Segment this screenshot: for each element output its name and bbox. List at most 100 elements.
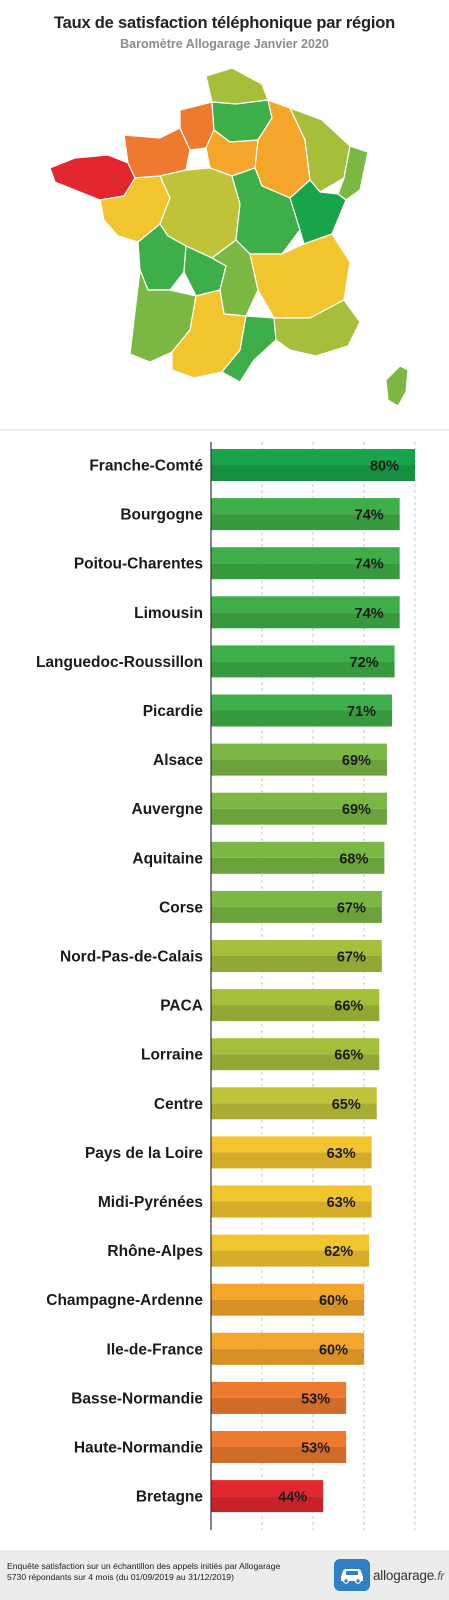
category-label: Champagne-Ardenne: [46, 1292, 203, 1309]
footer: Enquête satisfaction sur un échantillon …: [0, 1550, 449, 1600]
value-label: 62%: [324, 1244, 353, 1260]
value-label: 72%: [350, 655, 379, 671]
logo-name: allogarage: [373, 1567, 435, 1583]
bar-lower: [211, 808, 387, 825]
category-label: Lorraine: [141, 1047, 203, 1064]
bar-upper: [211, 792, 387, 809]
bar: [211, 1381, 347, 1414]
bar-lower: [211, 1447, 347, 1463]
bar: [211, 596, 400, 629]
bar-lower: [211, 1201, 372, 1218]
bar: [211, 1431, 347, 1463]
bar-lower: [211, 759, 387, 776]
map-region-paca: [273, 299, 361, 357]
map-region-rhone-alpes: [249, 233, 351, 319]
bar: [211, 792, 387, 825]
bar-upper: [211, 890, 382, 907]
value-label: 74%: [355, 557, 384, 573]
value-label: 67%: [337, 900, 366, 916]
value-label: 80%: [370, 459, 399, 475]
bar-lower: [211, 1152, 372, 1169]
category-label: PACA: [160, 998, 203, 1015]
bar-upper: [211, 694, 393, 711]
map-region-bourgogne: [231, 167, 301, 255]
value-label: 63%: [327, 1195, 356, 1211]
bar-upper: [211, 1038, 380, 1055]
bar-lower: [211, 1103, 377, 1120]
value-label: 60%: [319, 1342, 348, 1358]
value-label: 66%: [334, 1048, 363, 1064]
map-region-franche-comte: [289, 179, 347, 245]
bar-lower: [211, 563, 400, 580]
bar-lower: [211, 1299, 364, 1316]
bar-upper: [211, 1480, 324, 1497]
bar-upper: [211, 498, 400, 515]
category-label: Bretagne: [136, 1489, 204, 1506]
value-labels: 80% 74% 74% 74% 72% 71% 69% 69% 68% 67% 67% 66% 66% 6…: [278, 459, 399, 1506]
bar-upper: [211, 1185, 372, 1202]
bar-upper: [211, 1136, 372, 1153]
bar: [211, 743, 387, 776]
category-label: Basse-Normandie: [71, 1390, 203, 1407]
value-label: 69%: [342, 802, 371, 818]
bar-lower: [211, 514, 400, 531]
category-label: Aquitaine: [132, 850, 203, 867]
category-label: Corse: [159, 899, 203, 916]
bar: [211, 1332, 364, 1365]
bar: [211, 1038, 380, 1071]
bar: [211, 1136, 372, 1169]
bar-upper: [211, 1234, 370, 1251]
bars: [211, 449, 415, 1513]
bar-lower: [211, 956, 382, 972]
bar-lower: [211, 612, 400, 629]
bar: [211, 547, 400, 580]
value-label: 53%: [301, 1391, 330, 1407]
value-label: 60%: [319, 1293, 348, 1309]
bar: [211, 989, 380, 1022]
category-label: Midi-Pyrénées: [98, 1194, 203, 1211]
value-label: 67%: [337, 950, 366, 966]
bar: [211, 1234, 370, 1267]
bar: [211, 449, 415, 481]
bar: [211, 645, 395, 678]
bar-lower: [211, 857, 385, 874]
value-label: 74%: [355, 606, 384, 622]
category-label: Haute-Normandie: [74, 1440, 204, 1457]
bar: [211, 1480, 324, 1513]
bar-upper: [211, 940, 382, 956]
category-label: Picardie: [143, 703, 204, 720]
allogarage-logo[interactable]: allogarage.fr: [334, 1558, 444, 1592]
bar-lower: [211, 1250, 370, 1267]
category-label: Pays de la Loire: [85, 1145, 203, 1162]
bar-upper: [211, 547, 400, 564]
bar-lower: [211, 1348, 364, 1365]
logo-wordmark: allogarage.fr: [373, 1568, 444, 1583]
map-region-lorraine: [289, 107, 351, 193]
bar: [211, 890, 382, 923]
logo-tld: .fr: [434, 1568, 445, 1583]
value-label: 65%: [332, 1097, 361, 1113]
bar-upper: [211, 449, 415, 465]
value-label: 74%: [355, 508, 384, 524]
bar-lower: [211, 710, 393, 727]
category-label: Bourgogne: [120, 507, 203, 524]
category-label: Nord-Pas-de-Calais: [60, 949, 203, 966]
satisfaction-bar-chart: Franche-Comté Bourgogne Poitou-Charentes Li…: [0, 429, 449, 1530]
bar-lower: [211, 1496, 324, 1513]
value-label: 71%: [347, 704, 376, 720]
bar: [211, 940, 382, 972]
bar-lower: [211, 661, 395, 678]
bar-lower: [211, 1005, 380, 1022]
map-region-corse: [385, 365, 409, 407]
survey-footnote: Enquête satisfaction sur un échantillon …: [7, 1561, 281, 1582]
bar-upper: [211, 645, 395, 662]
chart-title: Taux de satisfaction téléphonique par ré…: [53, 14, 396, 32]
category-label: Auvergne: [132, 801, 204, 818]
bar-upper: [211, 841, 385, 858]
bar-upper: [211, 1332, 364, 1349]
category-label: Rhône-Alpes: [107, 1243, 203, 1260]
category-label: Alsace: [153, 752, 203, 769]
france-regions-map: [49, 67, 409, 407]
bar: [211, 1185, 372, 1218]
bar-lower: [211, 1397, 347, 1414]
